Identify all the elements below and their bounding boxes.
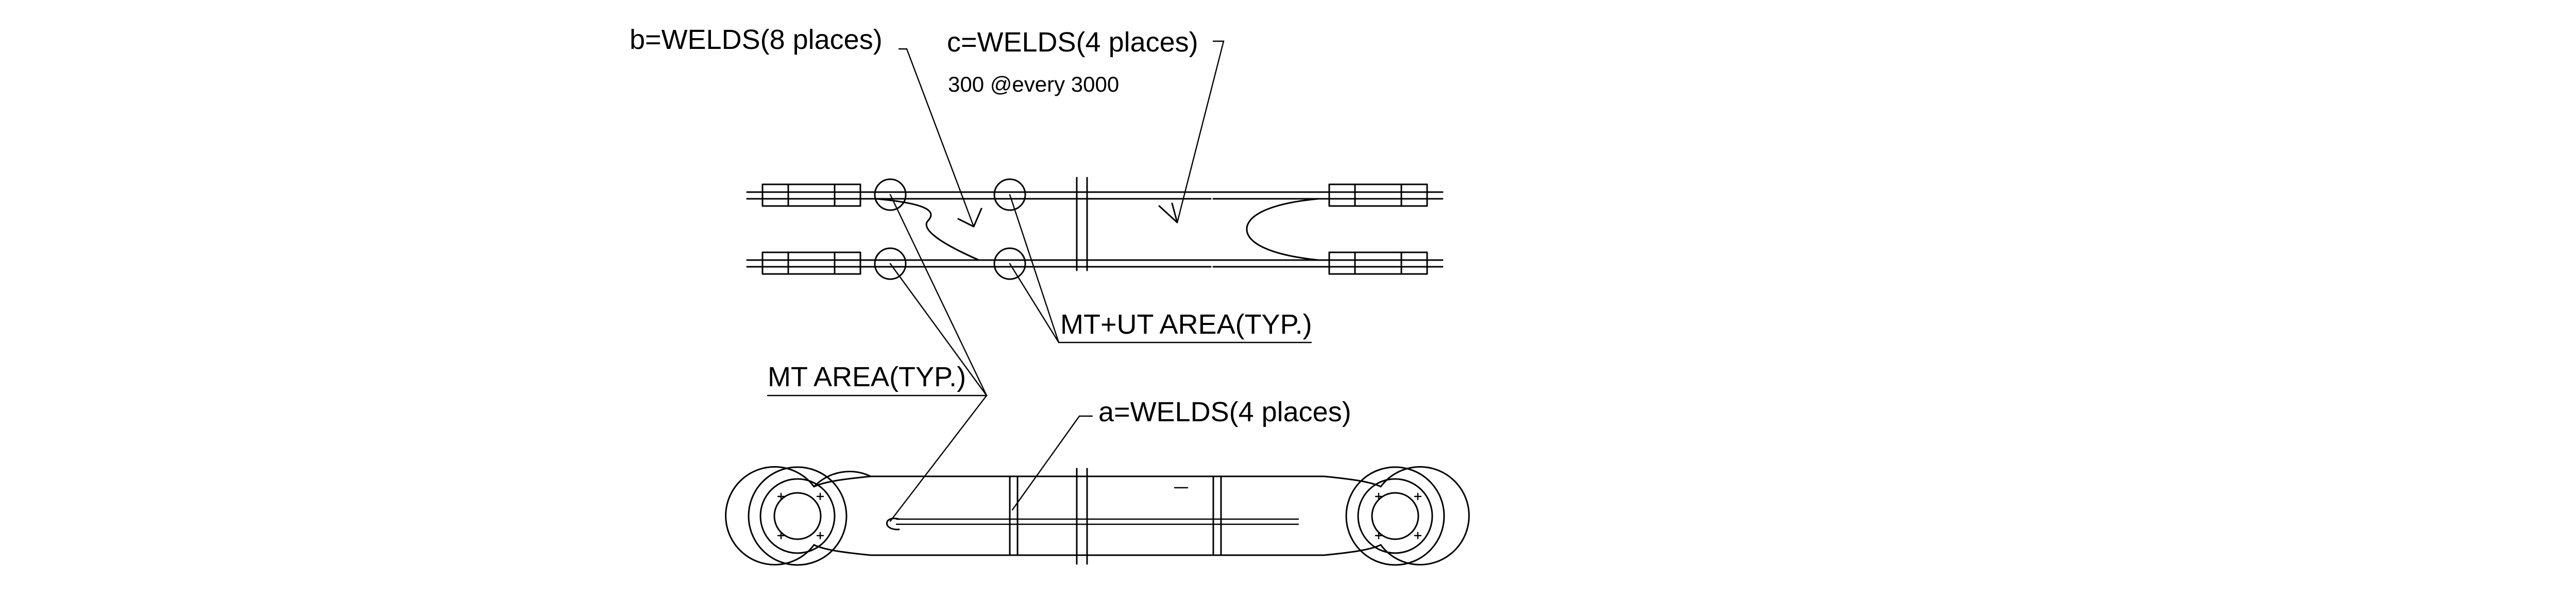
break-line bbox=[1076, 177, 1088, 271]
label-b-welds: b=WELDS(8 places) bbox=[630, 24, 883, 55]
end-outline-left bbox=[748, 466, 848, 566]
right-taper bbox=[1246, 198, 1320, 261]
upper-flange bbox=[746, 183, 1444, 207]
pin-hole-left bbox=[759, 478, 836, 554]
inspection-circle bbox=[993, 247, 1026, 280]
inspection-circle bbox=[874, 178, 907, 211]
lower-flange bbox=[746, 251, 1444, 275]
slot-end bbox=[886, 518, 900, 530]
label-c-welds: c=WELDS(4 places) bbox=[947, 27, 1198, 58]
weld-mark-c bbox=[1158, 202, 1178, 224]
leader-lines bbox=[767, 40, 1312, 522]
label-c-spacing: 300 @every 3000 bbox=[948, 72, 1119, 96]
end-outline-right bbox=[1345, 466, 1445, 566]
pin-hole-right bbox=[1357, 478, 1433, 554]
plan-view bbox=[746, 177, 1444, 280]
inspection-circle bbox=[874, 247, 907, 280]
label-mt-area: MT AREA(TYP.) bbox=[768, 362, 966, 392]
elevation-view bbox=[725, 466, 1470, 566]
inspection-circle bbox=[993, 178, 1026, 211]
label-a-welds: a=WELDS(4 places) bbox=[1098, 397, 1351, 427]
label-mt-ut-area: MT+UT AREA(TYP.) bbox=[1060, 309, 1312, 340]
left-taper bbox=[875, 198, 980, 261]
